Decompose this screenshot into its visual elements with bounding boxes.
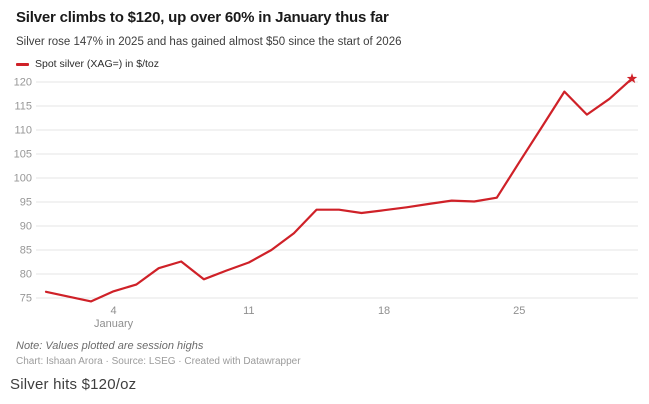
chart-credit: Chart: Ishaan Arora · Source: LSEG · Cre… — [16, 356, 301, 367]
legend-line-swatch — [16, 62, 29, 66]
legend: Spot silver (XAG=) in $/toz — [16, 58, 159, 70]
y-axis-label: 80 — [20, 269, 32, 281]
y-axis-label: 90 — [20, 221, 32, 233]
legend-label: Spot silver (XAG=) in $/toz — [35, 58, 160, 70]
y-axis-label: 105 — [14, 149, 32, 161]
chart-note: Note: Values plotted are session highs — [16, 340, 204, 352]
x-axis-label: 25 — [513, 305, 525, 317]
latest-value-star-marker — [626, 73, 638, 84]
image-caption: Silver hits $120/oz — [10, 376, 137, 393]
chart-subtitle: Silver rose 147% in 2025 and has gained … — [16, 36, 402, 48]
silver-price-line-chart: 120 115 110 105 100 95 90 85 80 75 4 11 18 25 January — [14, 73, 638, 330]
y-axis-label: 75 — [20, 293, 32, 305]
y-axis-label: 120 — [14, 77, 32, 89]
x-axis-month-label: January — [94, 318, 134, 330]
x-axis-label: 4 — [111, 305, 117, 317]
y-axis-label: 110 — [14, 125, 32, 137]
chart-title: Silver climbs to $120, up over 60% in Ja… — [16, 9, 389, 26]
y-axis-label: 85 — [20, 245, 32, 257]
x-axis-label: 11 — [243, 305, 254, 317]
y-axis-label: 115 — [14, 101, 32, 113]
x-axis-label: 18 — [378, 305, 390, 317]
y-axis-label: 95 — [20, 197, 32, 209]
price-line — [44, 77, 634, 303]
y-axis-label: 100 — [14, 173, 32, 185]
